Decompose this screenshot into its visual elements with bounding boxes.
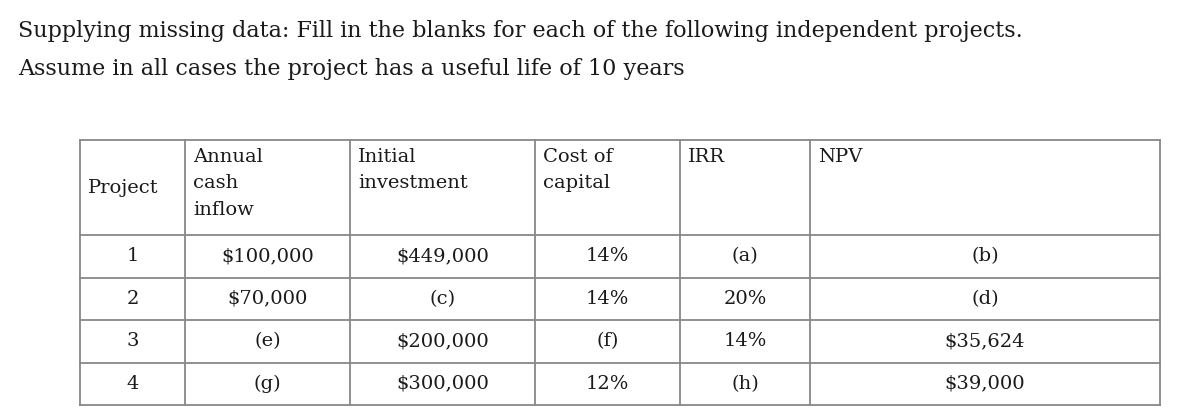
Text: (a): (a) bbox=[732, 247, 758, 265]
Text: Annual
cash
inflow: Annual cash inflow bbox=[193, 148, 263, 219]
Text: 1: 1 bbox=[126, 247, 139, 265]
Text: $39,000: $39,000 bbox=[944, 375, 1025, 393]
Text: (f): (f) bbox=[596, 332, 619, 350]
Text: (e): (e) bbox=[254, 332, 281, 350]
Text: 12%: 12% bbox=[586, 375, 629, 393]
Text: $100,000: $100,000 bbox=[221, 247, 314, 265]
Text: (b): (b) bbox=[971, 247, 998, 265]
Text: $35,624: $35,624 bbox=[944, 332, 1025, 350]
Text: 14%: 14% bbox=[586, 247, 629, 265]
Text: 14%: 14% bbox=[724, 332, 767, 350]
Text: NPV: NPV bbox=[818, 148, 863, 166]
Text: $449,000: $449,000 bbox=[396, 247, 488, 265]
Text: 14%: 14% bbox=[586, 290, 629, 308]
Text: 20%: 20% bbox=[724, 290, 767, 308]
Text: Cost of
capital: Cost of capital bbox=[542, 148, 613, 192]
Text: IRR: IRR bbox=[688, 148, 725, 166]
Text: (c): (c) bbox=[430, 290, 456, 308]
Text: 2: 2 bbox=[126, 290, 139, 308]
Text: $70,000: $70,000 bbox=[227, 290, 307, 308]
Text: 4: 4 bbox=[126, 375, 139, 393]
Text: Initial
investment: Initial investment bbox=[358, 148, 468, 192]
Text: (h): (h) bbox=[731, 375, 758, 393]
Text: Project: Project bbox=[88, 178, 158, 196]
Text: $300,000: $300,000 bbox=[396, 375, 488, 393]
Text: (g): (g) bbox=[253, 374, 281, 393]
Text: Assume in all cases the project has a useful life of 10 years: Assume in all cases the project has a us… bbox=[18, 58, 685, 80]
Text: (d): (d) bbox=[971, 290, 998, 308]
Text: 3: 3 bbox=[126, 332, 139, 350]
Text: Supplying missing data: Fill in the blanks for each of the following independent: Supplying missing data: Fill in the blan… bbox=[18, 20, 1022, 42]
Text: $200,000: $200,000 bbox=[396, 332, 488, 350]
